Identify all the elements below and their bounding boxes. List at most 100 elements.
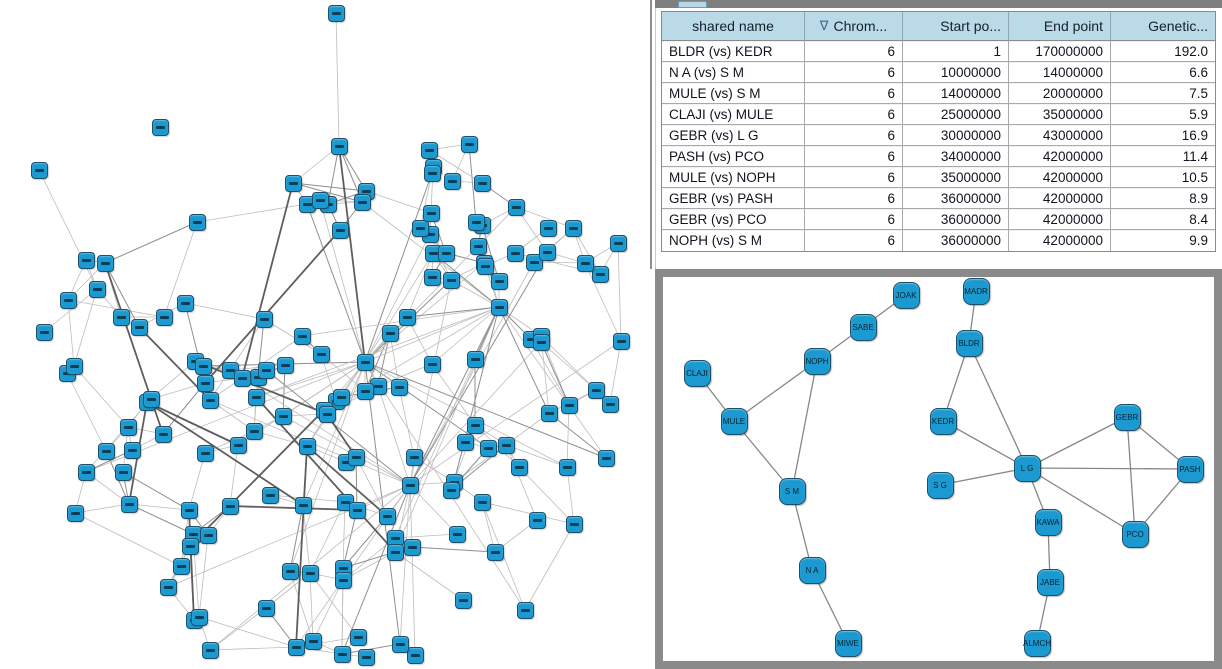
network-node[interactable]	[301, 564, 319, 582]
network-node[interactable]	[172, 557, 190, 575]
network-node[interactable]	[77, 463, 95, 481]
column-header-sharedname[interactable]: shared name	[662, 12, 805, 41]
network-node[interactable]	[255, 310, 273, 328]
network-node[interactable]	[460, 135, 478, 153]
network-edge[interactable]	[1026, 467, 1191, 470]
network-node-lg[interactable]: L G	[1013, 454, 1041, 482]
network-node[interactable]	[66, 504, 84, 522]
network-node[interactable]	[257, 599, 275, 617]
network-node[interactable]	[88, 280, 106, 298]
network-node[interactable]	[558, 458, 576, 476]
network-node[interactable]	[497, 436, 515, 454]
network-node-almch[interactable]: ALMCH	[1023, 629, 1051, 657]
network-node[interactable]	[356, 382, 374, 400]
network-node-jabe[interactable]: JABE	[1036, 568, 1064, 596]
network-node[interactable]	[587, 381, 605, 399]
network-node[interactable]	[506, 244, 524, 262]
network-node[interactable]	[274, 407, 292, 425]
network-node-madr[interactable]: MADR	[962, 277, 990, 305]
network-node[interactable]	[378, 507, 396, 525]
network-node[interactable]	[151, 118, 169, 136]
network-node[interactable]	[318, 405, 336, 423]
network-node[interactable]	[420, 141, 438, 159]
network-node[interactable]	[442, 271, 460, 289]
network-node[interactable]	[601, 395, 619, 413]
network-node-noph[interactable]: NOPH	[803, 347, 831, 375]
network-node[interactable]	[347, 448, 365, 466]
network-node[interactable]	[612, 332, 630, 350]
network-node[interactable]	[190, 608, 208, 626]
network-node-bldr[interactable]: BLDR	[955, 329, 983, 357]
table-row[interactable]: N A (vs) S M 6 10000000 14000000 6.6	[662, 62, 1215, 83]
network-node[interactable]	[287, 638, 305, 656]
network-node-sm[interactable]: S M	[778, 477, 806, 505]
network-node[interactable]	[196, 374, 214, 392]
network-node[interactable]	[257, 361, 275, 379]
network-node[interactable]	[30, 161, 48, 179]
network-node[interactable]	[448, 525, 466, 543]
column-header-endpoint[interactable]: End point	[1009, 12, 1111, 41]
network-node[interactable]	[597, 449, 615, 467]
network-node[interactable]	[528, 511, 546, 529]
network-node[interactable]	[507, 198, 525, 216]
network-node[interactable]	[327, 4, 345, 22]
network-node[interactable]	[539, 219, 557, 237]
network-node[interactable]	[403, 538, 421, 556]
network-node[interactable]	[194, 357, 212, 375]
network-node[interactable]	[284, 174, 302, 192]
network-node[interactable]	[332, 388, 350, 406]
network-node[interactable]	[423, 268, 441, 286]
network-node[interactable]	[261, 486, 279, 504]
network-node[interactable]	[391, 635, 409, 653]
network-node[interactable]	[199, 526, 217, 544]
network-node[interactable]	[564, 219, 582, 237]
network-node[interactable]	[333, 645, 351, 663]
network-edge[interactable]	[1126, 416, 1136, 535]
network-node[interactable]	[247, 388, 265, 406]
network-node[interactable]	[473, 174, 491, 192]
network-node[interactable]	[181, 537, 199, 555]
network-node[interactable]	[96, 254, 114, 272]
network-node[interactable]	[467, 213, 485, 231]
network-node[interactable]	[233, 369, 251, 387]
network-node[interactable]	[437, 244, 455, 262]
network-node[interactable]	[565, 515, 583, 533]
network-node[interactable]	[334, 571, 352, 589]
network-node[interactable]	[398, 308, 416, 326]
network-node[interactable]	[560, 396, 578, 414]
network-node[interactable]	[540, 404, 558, 422]
network-node[interactable]	[406, 646, 424, 664]
network-node[interactable]	[229, 436, 247, 454]
network-node-na[interactable]: N A	[798, 556, 826, 584]
network-node[interactable]	[386, 543, 404, 561]
network-node[interactable]	[490, 272, 508, 290]
network-node[interactable]	[112, 308, 130, 326]
network-node-mule[interactable]: MULE	[720, 407, 748, 435]
network-node[interactable]	[97, 442, 115, 460]
table-row[interactable]: GEBR (vs) PASH 6 36000000 42000000 8.9	[662, 188, 1215, 209]
network-node[interactable]	[188, 213, 206, 231]
network-edge[interactable]	[1026, 467, 1136, 535]
network-node[interactable]	[486, 543, 504, 561]
network-edge[interactable]	[939, 467, 1028, 486]
network-node[interactable]	[281, 562, 299, 580]
filter-funnel-icon[interactable]: ∇	[819, 17, 829, 33]
network-node[interactable]	[442, 481, 460, 499]
column-header-startpo[interactable]: Start po...	[903, 12, 1009, 41]
table-row[interactable]: PASH (vs) PCO 6 34000000 42000000 11.4	[662, 146, 1215, 167]
network-node[interactable]	[476, 257, 494, 275]
network-node[interactable]	[330, 137, 348, 155]
network-node[interactable]	[304, 632, 322, 650]
network-node[interactable]	[532, 333, 550, 351]
network-node[interactable]	[348, 501, 366, 519]
network-edge[interactable]	[1026, 416, 1128, 469]
network-node[interactable]	[294, 496, 312, 514]
network-node[interactable]	[576, 254, 594, 272]
table-row[interactable]: CLAJI (vs) MULE 6 25000000 35000000 5.9	[662, 104, 1215, 125]
network-node[interactable]	[390, 378, 408, 396]
network-node[interactable]	[609, 234, 627, 252]
network-edge[interactable]	[968, 342, 1028, 469]
network-node-pash[interactable]: PASH	[1176, 455, 1204, 483]
network-node[interactable]	[479, 439, 497, 457]
network-node[interactable]	[422, 204, 440, 222]
